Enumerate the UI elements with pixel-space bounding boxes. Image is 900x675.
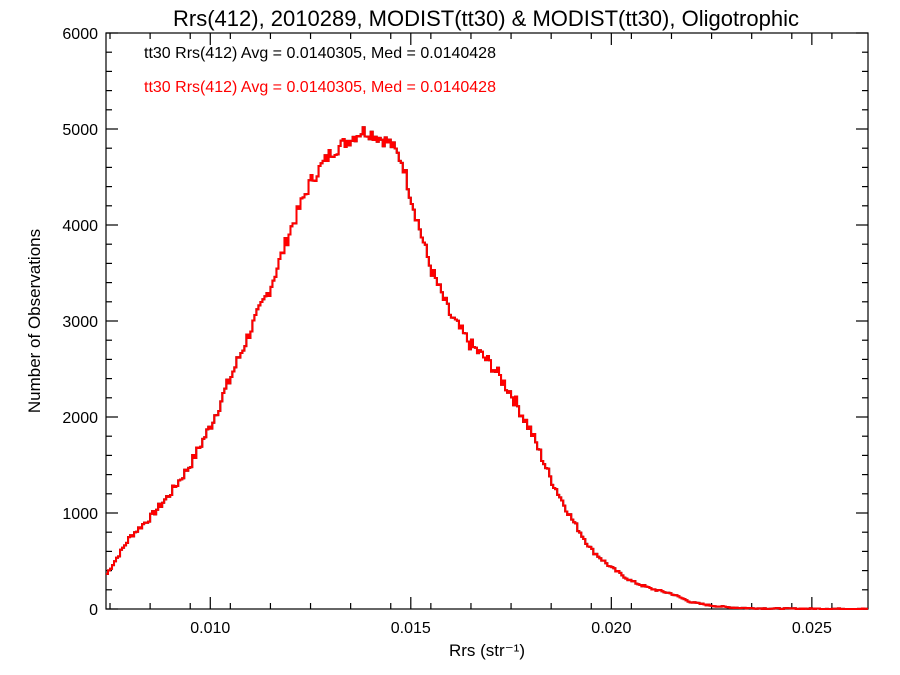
plot-frame bbox=[105, 32, 869, 610]
y-tick-label: 6000 bbox=[62, 26, 98, 43]
series-group bbox=[106, 126, 868, 610]
x-tick-label: 0.015 bbox=[391, 620, 431, 637]
series-line-red bbox=[106, 126, 868, 610]
series-line-black bbox=[106, 126, 868, 610]
y-tick-label: 3000 bbox=[62, 314, 98, 331]
x-tick-label: 0.020 bbox=[591, 620, 631, 637]
legend-entry-1: tt30 Rrs(412) Avg = 0.0140305, Med = 0.0… bbox=[144, 45, 496, 62]
chart-title: Rrs(412), 2010289, MODIST(tt30) & MODIST… bbox=[173, 6, 799, 31]
x-ticks: 0.010 0.015 0.020 0.025 bbox=[109, 33, 833, 637]
y-tick-label: 0 bbox=[89, 602, 98, 619]
x-axis-label: Rrs (str⁻¹) bbox=[449, 641, 525, 660]
y-axis-label: Number of Observations bbox=[25, 229, 44, 413]
x-tick-label: 0.025 bbox=[792, 620, 832, 637]
y-tick-label: 4000 bbox=[62, 218, 98, 235]
y-tick-label: 5000 bbox=[62, 122, 98, 139]
legend-entry-2: tt30 Rrs(412) Avg = 0.0140305, Med = 0.0… bbox=[144, 79, 496, 96]
y-ticks: 0 1000 2000 3000 4000 5000 6000 bbox=[62, 26, 868, 619]
y-tick-label: 2000 bbox=[62, 410, 98, 427]
x-tick-label: 0.010 bbox=[190, 620, 230, 637]
y-tick-label: 1000 bbox=[62, 506, 98, 523]
plot-area: 0.010 0.015 0.020 0.025 0 1000 2000 3000 4000 50… bbox=[62, 26, 869, 637]
